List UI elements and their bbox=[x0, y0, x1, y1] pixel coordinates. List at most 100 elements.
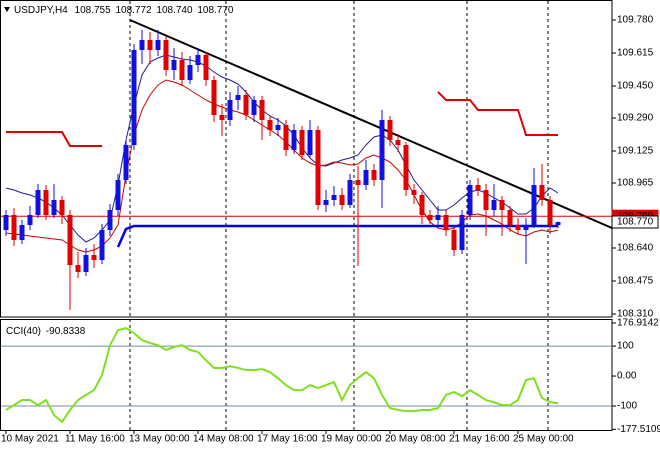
candle-body bbox=[395, 140, 401, 145]
candle-body bbox=[347, 180, 353, 205]
y-tick-label: 109.450 bbox=[617, 81, 654, 92]
y-tick-label: 0.00 bbox=[617, 371, 637, 382]
x-tick-label: 10 May 2021 bbox=[1, 434, 59, 445]
candle-body bbox=[427, 215, 433, 220]
header-low: 108.740 bbox=[156, 5, 193, 16]
candle-body bbox=[491, 200, 497, 210]
candle-body bbox=[179, 60, 185, 80]
cci-title: CCI(40) bbox=[6, 326, 41, 337]
candle-body bbox=[451, 230, 457, 250]
candle-body bbox=[315, 130, 321, 205]
candle-body bbox=[99, 230, 105, 260]
header: USDJPY,H4 108.755 108.772 108.740 108.77… bbox=[14, 5, 234, 16]
candle-body bbox=[339, 195, 345, 205]
candle-body bbox=[419, 195, 425, 215]
candle-body bbox=[507, 210, 513, 225]
candle-body bbox=[291, 130, 297, 150]
candle-body bbox=[443, 215, 449, 230]
y-tick-label: 108.965 bbox=[617, 178, 654, 189]
x-tick-label: 19 May 00:00 bbox=[321, 434, 382, 445]
candle-body bbox=[67, 215, 73, 265]
candle-body bbox=[243, 95, 249, 115]
candle-body bbox=[139, 40, 145, 50]
symbol: USDJPY,H4 bbox=[14, 5, 68, 16]
y-tick-label: 100 bbox=[617, 341, 634, 352]
candle-body bbox=[555, 222, 561, 225]
candle-body bbox=[83, 255, 89, 272]
candle-body bbox=[539, 185, 545, 200]
y-tick-label: 108.310 bbox=[617, 309, 654, 320]
candle-body bbox=[51, 200, 57, 215]
candle-body bbox=[475, 185, 481, 190]
overlay-line bbox=[116, 224, 558, 248]
candle-body bbox=[35, 190, 41, 215]
cci-header: CCI(40) -90.8338 bbox=[6, 326, 86, 337]
candle-body bbox=[267, 120, 273, 130]
candle-body bbox=[75, 265, 81, 272]
candle-body bbox=[371, 170, 377, 180]
x-tick-label: 25 May 00:00 bbox=[513, 434, 574, 445]
candle-body bbox=[3, 215, 9, 230]
candle-body bbox=[307, 130, 313, 155]
cci-value: -90.8338 bbox=[46, 326, 86, 337]
candle-body bbox=[123, 145, 129, 180]
overlay-line bbox=[6, 91, 558, 147]
candle-body bbox=[251, 100, 257, 115]
candle-body bbox=[299, 130, 305, 155]
candle-body bbox=[459, 215, 465, 250]
candle-body bbox=[331, 195, 337, 200]
x-tick-label: 11 May 16:00 bbox=[65, 434, 125, 445]
header-high: 108.772 bbox=[115, 5, 152, 16]
candle-body bbox=[171, 60, 177, 70]
candle-body bbox=[259, 100, 265, 120]
cci-line bbox=[5, 326, 559, 424]
price-label-box bbox=[611, 215, 659, 229]
header-close: 108.770 bbox=[197, 5, 234, 16]
header-open: 108.755 bbox=[75, 5, 112, 16]
candle-body bbox=[283, 125, 289, 150]
x-tick-label: 13 May 00:00 bbox=[129, 434, 190, 445]
main-panel-border bbox=[0, 0, 613, 318]
menu-arrow[interactable] bbox=[4, 7, 10, 12]
candle-body bbox=[19, 225, 25, 240]
candle-body bbox=[211, 80, 217, 115]
candle-body bbox=[355, 180, 361, 185]
candle-body bbox=[379, 120, 385, 180]
overlay-line bbox=[5, 79, 559, 253]
candle-body bbox=[403, 145, 409, 190]
x-tick-label: 21 May 16:00 bbox=[449, 434, 510, 445]
candle-body bbox=[483, 190, 489, 210]
overlay-line bbox=[5, 54, 559, 243]
y-tick-label: 109.615 bbox=[617, 48, 654, 59]
candle-body bbox=[227, 100, 233, 120]
candle-body bbox=[467, 185, 473, 215]
candle-body bbox=[163, 40, 169, 70]
y-tick-label: -177.5109 bbox=[617, 424, 660, 435]
y-tick-label: 108.640 bbox=[617, 243, 654, 254]
candle-body bbox=[187, 65, 193, 80]
candle-body bbox=[131, 50, 137, 145]
y-tick-label: 109.125 bbox=[617, 146, 654, 157]
y-tick-label: 109.780 bbox=[617, 15, 654, 26]
candle-body bbox=[275, 125, 281, 130]
candle-body bbox=[235, 95, 241, 100]
y-tick-label: 109.290 bbox=[617, 113, 654, 124]
candle-body bbox=[107, 210, 113, 230]
candle-body bbox=[203, 55, 209, 80]
x-tick-label: 14 May 08:00 bbox=[193, 434, 254, 445]
price-label: 108.770 bbox=[617, 217, 654, 228]
candle-body bbox=[115, 180, 121, 210]
candle-body bbox=[195, 55, 201, 65]
candle-body bbox=[91, 255, 97, 260]
x-tick-label: 17 May 16:00 bbox=[257, 434, 318, 445]
candle-body bbox=[523, 225, 529, 230]
candle-body bbox=[411, 190, 417, 195]
candle-body bbox=[43, 190, 49, 215]
candle-body bbox=[59, 200, 65, 215]
y-tick-label: 176.9142 bbox=[617, 318, 659, 329]
candle-body bbox=[435, 215, 441, 220]
candle-body bbox=[27, 215, 33, 225]
candle-body bbox=[11, 215, 17, 240]
candle-body bbox=[499, 200, 505, 210]
